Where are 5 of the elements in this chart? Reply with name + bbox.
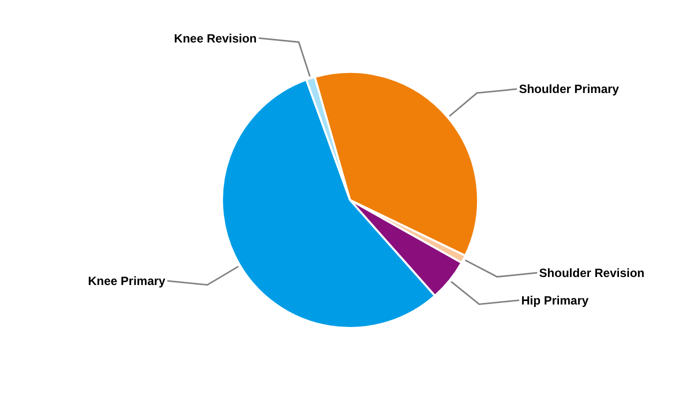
slice-label: Knee Primary	[88, 274, 166, 288]
slice-label: Hip Primary	[521, 293, 589, 308]
slice-label: Shoulder Revision	[539, 266, 645, 280]
slice-label: Shoulder Primary	[518, 82, 620, 96]
slice-label: Knee Revision	[174, 31, 257, 46]
